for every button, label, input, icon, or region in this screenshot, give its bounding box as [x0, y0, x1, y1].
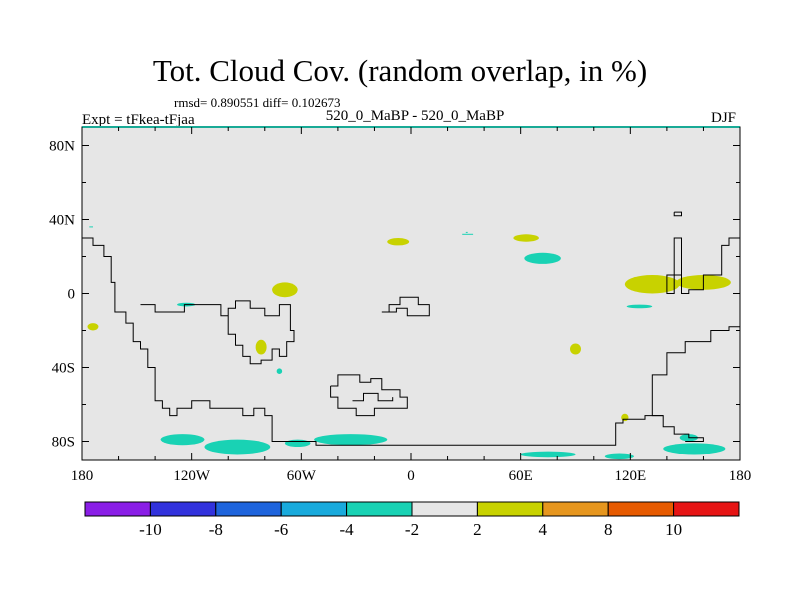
coastline-3	[673, 211, 682, 217]
x-tick-label-5: 120E	[614, 468, 646, 484]
colorbar-box-4	[346, 501, 413, 517]
x-tick-label-3: 0	[407, 468, 415, 484]
coastlines	[82, 211, 740, 446]
anomaly-patch-3	[513, 234, 539, 242]
anomaly-patch-20	[276, 368, 283, 374]
colorbar-label-4: -2	[405, 520, 419, 539]
stats-label: rmsd= 0.890551 diff= 0.102673	[174, 95, 341, 110]
x-axis: 180 120W 60W 0 60E 120E 180	[71, 127, 752, 484]
colorbar-label-6: 4	[539, 520, 548, 539]
colorbar-label-0: -10	[139, 520, 162, 539]
colorbar-label-2: -6	[274, 520, 288, 539]
anomaly-patch-11	[204, 439, 271, 455]
colorbar-box-1	[149, 501, 217, 517]
x-tick-label-1: 120W	[173, 468, 211, 484]
chart-title: Tot. Cloud Cov. (random overlap, in %)	[152, 53, 648, 88]
anomaly-patch-1	[255, 339, 267, 355]
anomaly-patch-18	[626, 304, 653, 309]
anomaly-patch-8	[621, 413, 629, 422]
anomaly-patch-9	[524, 252, 561, 264]
colorbar-box-2	[215, 501, 282, 517]
x-tick-label-2: 60W	[287, 468, 317, 484]
colorbar-label-7: 8	[604, 520, 613, 539]
coastline-0	[82, 237, 704, 446]
anomaly-patch-4	[624, 275, 680, 294]
anomaly-patch-0	[272, 282, 298, 298]
x-tick-label-6: 180	[729, 468, 752, 484]
y-tick-label-2: 0	[68, 287, 76, 303]
anomaly-patch-16	[520, 451, 576, 458]
coastline-4	[140, 300, 295, 365]
y-axis: 80N 40N 0 40S 80S	[49, 139, 740, 451]
colorbar-label-8: 10	[665, 520, 682, 539]
colorbar-box-6	[476, 501, 544, 517]
anomaly-patch-12	[284, 439, 311, 448]
anomaly-patch-6	[87, 323, 99, 331]
coastline-2	[666, 237, 740, 294]
colorbar-box-7	[542, 501, 609, 517]
colorbar-label-1: -8	[209, 520, 223, 539]
colorbar-label-5: 2	[473, 520, 482, 539]
plot-background	[82, 127, 740, 460]
colorbar-box-8	[607, 501, 675, 517]
colorbar-box-3	[280, 501, 348, 517]
anomaly-patch-10	[160, 434, 205, 446]
anomaly-fields	[87, 234, 731, 460]
colorbar-label-3: -4	[340, 520, 355, 539]
y-tick-label-0: 80N	[49, 139, 75, 155]
coastline-1	[651, 326, 740, 417]
experiment-label: Expt = tFkea-tFjaa	[82, 112, 195, 128]
anomaly-patch-14	[663, 443, 726, 455]
case-label: 520_0_MaBP - 520_0_MaBP	[325, 108, 505, 124]
colorbar-box-0	[84, 501, 151, 517]
y-tick-label-4: 80S	[52, 435, 75, 451]
anomaly-patch-7	[570, 343, 581, 355]
season-label: DJF	[711, 110, 737, 126]
colorbar-box-5	[411, 501, 478, 517]
anomaly-patch-15	[604, 453, 634, 460]
colorbar: -10 -8 -6 -4 -2 2 4 8 10	[84, 501, 740, 539]
colorbar-box-9	[673, 501, 740, 517]
x-tick-label-0: 180	[71, 468, 94, 484]
y-tick-label-3: 40S	[52, 361, 75, 377]
anomaly-patch-13	[314, 434, 388, 446]
coastline-7	[352, 392, 394, 402]
coastline-6	[330, 374, 408, 417]
coastline-5	[381, 296, 430, 317]
x-tick-label-4: 60E	[509, 468, 533, 484]
y-tick-label-1: 40N	[49, 213, 75, 229]
anomaly-patch-2	[387, 238, 410, 246]
